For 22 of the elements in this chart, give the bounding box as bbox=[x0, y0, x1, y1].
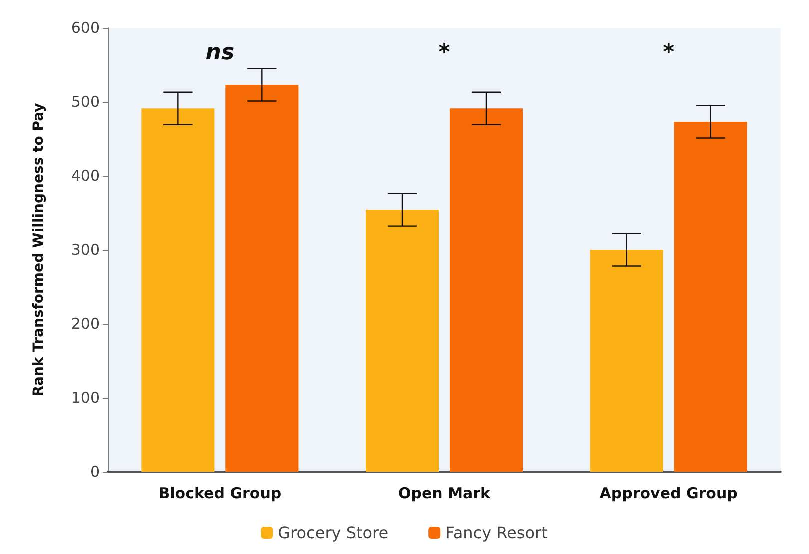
y-tick-label: 300 bbox=[71, 241, 100, 259]
y-tick-label: 0 bbox=[90, 463, 100, 481]
annotation: * bbox=[438, 40, 451, 66]
y-tick-label: 400 bbox=[71, 167, 100, 185]
annotation: * bbox=[663, 40, 676, 66]
bar bbox=[590, 250, 664, 472]
y-tick-label: 100 bbox=[71, 389, 100, 407]
x-tick-label: Blocked Group bbox=[158, 484, 282, 502]
legend-label: Fancy Resort bbox=[446, 524, 548, 542]
y-axis-title: Rank Transformed Willingness to Pay bbox=[31, 103, 47, 397]
x-tick-label: Open Mark bbox=[398, 484, 492, 502]
y-tick-label: 600 bbox=[71, 19, 100, 37]
bar bbox=[674, 122, 748, 472]
y-tick-label: 500 bbox=[71, 93, 100, 111]
bar bbox=[366, 210, 440, 472]
bar bbox=[450, 108, 524, 472]
y-tick-label: 200 bbox=[71, 315, 100, 333]
bar bbox=[226, 84, 299, 472]
x-tick-label: Approved Group bbox=[600, 484, 738, 502]
annotation: ns bbox=[206, 40, 235, 66]
bar bbox=[142, 108, 215, 472]
legend-label: Grocery Store bbox=[278, 524, 389, 542]
